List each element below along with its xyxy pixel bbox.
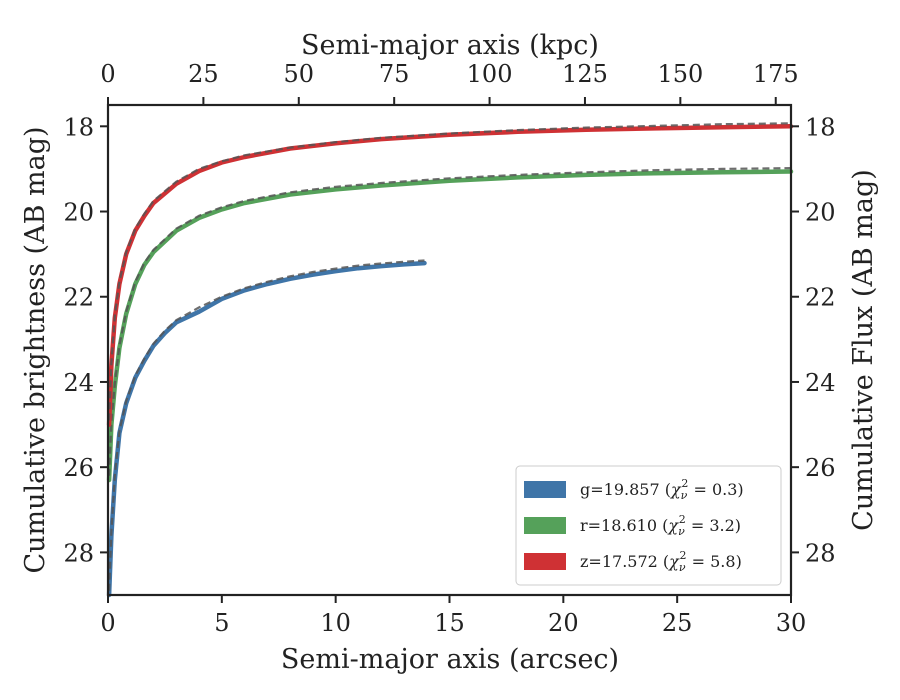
series-line-r [106,169,794,483]
y2-axis-label: Cumulative Flux (AB mag) [848,169,879,531]
x-tick-label: 15 [434,609,465,637]
legend-label-g: g=19.857 (χν2 = 0.3) [580,477,744,502]
legend-items: g=19.857 (χν2 = 0.3) r=18.610 (χν2 = 3.2)… [524,477,744,574]
y2-tick-label: 22 [805,284,836,312]
series-line-g [106,260,427,598]
x2-axis-label: Semi-major axis (kpc) [301,30,599,61]
y2-tick-label: 24 [805,369,836,397]
legend-swatch-z [524,553,566,570]
x-tick-label: 10 [320,609,351,637]
y-tick-label: 20 [63,199,94,227]
x-tick-label: 0 [100,609,115,637]
y2-tick-label: 20 [805,199,836,227]
y-tick-label: 28 [63,539,94,567]
x2-tick-label: 100 [467,60,513,88]
legend-frame [515,465,782,586]
model-line-r [108,167,792,476]
y-tick-label: 24 [63,369,94,397]
legend-label-z: z=17.572 (χν2 = 5.8) [580,549,742,574]
x2-tick-label: 0 [100,60,115,88]
legend-label-r: r=18.610 (χν2 = 3.2) [580,513,741,538]
x2-tick-label: 75 [379,60,410,88]
plot-lines [106,122,794,598]
x-axis-label: Semi-major axis (arcsec) [281,644,619,675]
y2-tick-label: 18 [805,113,836,141]
legend-swatch-g [524,481,566,498]
y2-tick-label: 26 [805,454,836,482]
x2-tick-label: 150 [657,60,703,88]
y-tick-label: 26 [63,454,94,482]
x2-tick-label: 125 [562,60,608,88]
y-tick-label: 22 [63,284,94,312]
model-line-z [108,122,792,421]
legend: g=19.857 (χν2 = 0.3) r=18.610 (χν2 = 3.2)… [515,465,782,586]
ticks-layer: 0 5 10 15 20 25 300 25 50 75 100 125 150 175182022242… [63,60,835,637]
legend-swatch-r [524,517,566,534]
x2-tick-label: 50 [284,60,315,88]
x2-tick-label: 25 [188,60,219,88]
x-tick-label: 5 [214,609,229,637]
x-tick-label: 20 [548,609,579,637]
y-tick-label: 18 [63,113,94,141]
y-axis-label: Cumulative brightness (AB mag) [20,126,51,573]
x-tick-label: 30 [776,609,807,637]
x2-tick-label: 175 [753,60,799,88]
model-line-g [108,259,425,591]
y2-tick-label: 28 [805,539,836,567]
x-tick-label: 25 [662,609,693,637]
